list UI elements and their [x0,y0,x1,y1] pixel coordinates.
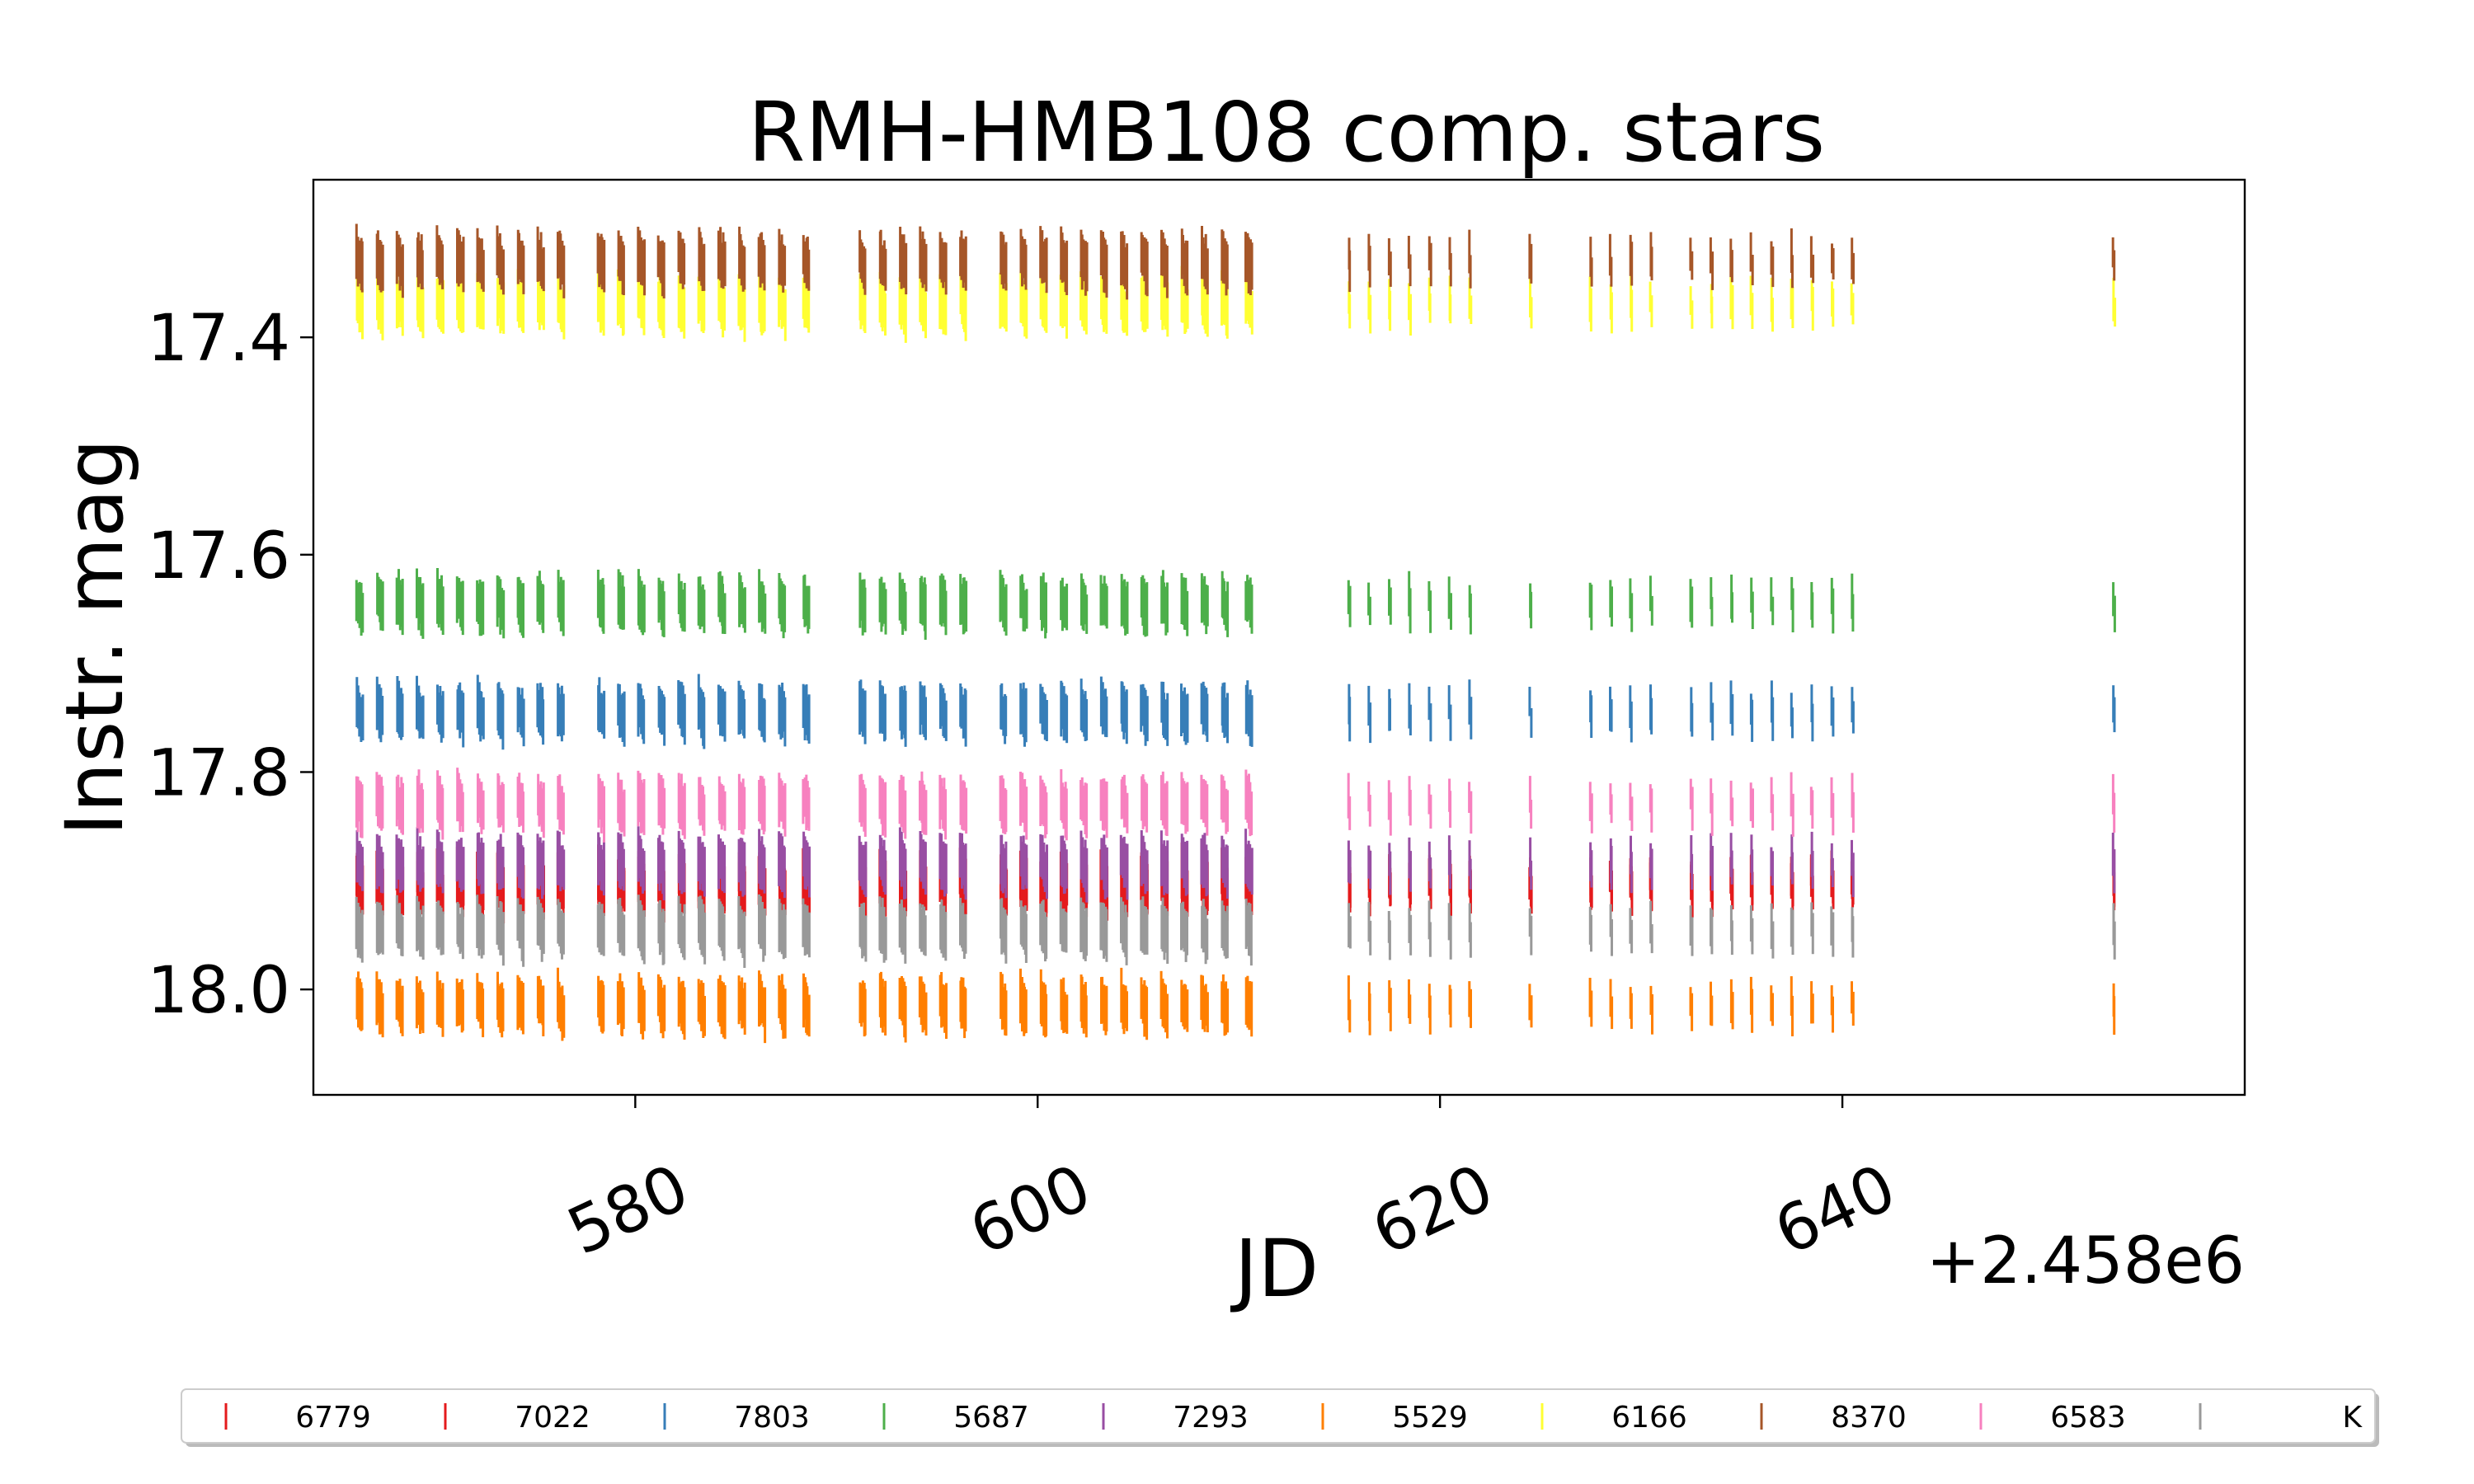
series-6166 [355,265,2117,343]
chart-title: RMH-HMB108 comp. stars [748,84,1825,181]
legend-label: 6779 [295,1401,371,1435]
legend-label: 6583 [2050,1401,2126,1435]
y-axis: 17.4 17.6 17.8 18.0 [147,302,313,1028]
series-5529 [355,967,2116,1044]
legend-label: 7022 [515,1401,590,1435]
series-8370 [355,223,2116,300]
series-5687 [355,568,2116,640]
y-tick-label: 17.6 [147,519,290,594]
legend-label: 5529 [1392,1401,1468,1435]
y-tick-label: 18.0 [147,954,290,1028]
legend-label: K [2342,1401,2363,1435]
series-6583 [355,768,2116,843]
plot-frame [312,178,2246,1097]
legend-label: 7803 [734,1401,810,1435]
legend-box [181,1388,2376,1444]
y-tick-label: 17.8 [147,736,290,810]
data-marks [355,223,2117,1044]
legend-label: 6166 [1611,1401,1687,1435]
series-7293 [355,826,2116,903]
legend-label: 7293 [1173,1401,1249,1435]
legend: 6779 7022 7803 5687 7293 5529 6166 8370 6583 K [181,1388,2379,1447]
x-axis-label: JD [1230,1223,1319,1315]
series-7803 [355,674,2116,750]
x-axis-offset-label: +2.458e6 [1926,1224,2245,1298]
legend-label: 5687 [953,1401,1029,1435]
y-tick-label: 17.4 [147,302,290,376]
legend-label: 8370 [1831,1401,1907,1435]
series-K [355,894,2116,968]
y-axis-label: Instr. mag [49,439,141,836]
